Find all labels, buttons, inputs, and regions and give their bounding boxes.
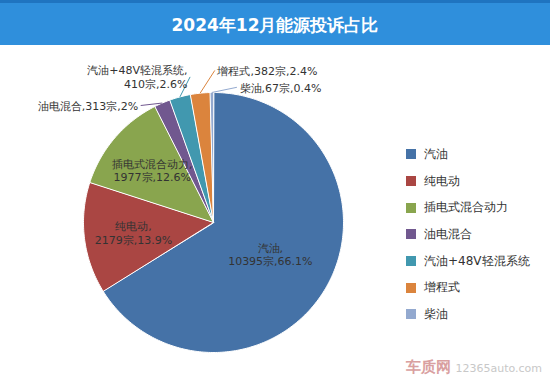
svg-text:插电式混合动力,1977宗,12.6%: 插电式混合动力,1977宗,12.6% bbox=[112, 158, 193, 185]
html-text:插电式混合动力: 插电式混合动力 bbox=[424, 200, 508, 215]
html-text:车质网 12365auto.com: 车质网 12365auto.com bbox=[406, 358, 542, 376]
svg-text:油电混合,313宗,2%: 油电混合,313宗,2% bbox=[38, 100, 138, 113]
html-text:油电混合: 油电混合 bbox=[424, 226, 472, 241]
svg-text:纯电动,2179宗,13.9%: 纯电动,2179宗,13.9% bbox=[95, 220, 172, 247]
svg-text:汽油+48V轻混系统,410宗,2.6%: 汽油+48V轻混系统,410宗,2.6% bbox=[87, 64, 187, 91]
html-text:纯电动: 纯电动 bbox=[424, 173, 460, 188]
svg-text:汽油,10395宗,66.1%: 汽油,10395宗,66.1% bbox=[228, 242, 312, 269]
svg-text:柴油,67宗,0.4%: 柴油,67宗,0.4% bbox=[240, 82, 322, 95]
svg-text:增程式,382宗,2.4%: 增程式,382宗,2.4% bbox=[216, 65, 317, 78]
html-text:2024年12月能源投诉占比: 2024年12月能源投诉占比 bbox=[171, 15, 379, 35]
html-text:汽油: 汽油 bbox=[424, 146, 448, 161]
html-text:增程式: 增程式 bbox=[424, 280, 460, 295]
html-text:汽油+48V轻混系统: 汽油+48V轻混系统 bbox=[424, 253, 530, 268]
html-text:柴油: 柴油 bbox=[424, 307, 448, 321]
